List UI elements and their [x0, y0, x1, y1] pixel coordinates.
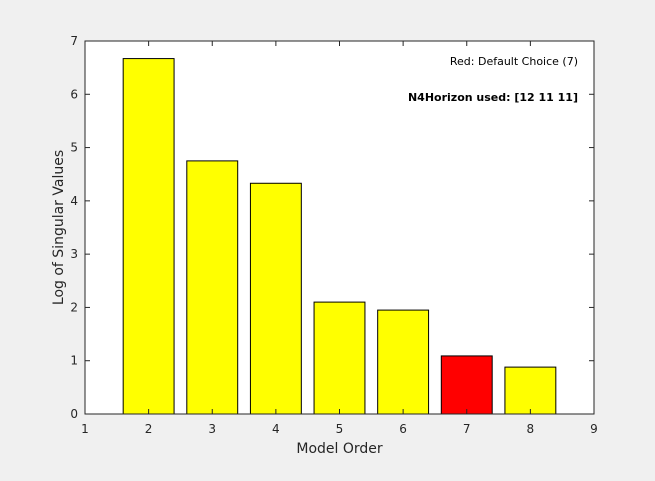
- bar-order-5: [313, 301, 366, 415]
- y-tick-label: 7: [70, 34, 78, 48]
- default-choice-annotation: Red: Default Choice (7): [450, 55, 578, 68]
- horizon-annotation: N4Horizon used: [12 11 11]: [408, 91, 578, 104]
- x-axis-label: Model Order: [296, 441, 383, 457]
- y-tick-label: 2: [70, 300, 78, 314]
- x-tick-labels: 1 2 3 4 5 6 7 8 9: [81, 422, 598, 436]
- x-tick-label: 6: [399, 422, 407, 436]
- y-tick-label: 1: [70, 354, 78, 368]
- x-tick-label: 7: [463, 422, 471, 436]
- bar-order-6: [377, 309, 430, 415]
- x-tick-label: 2: [145, 422, 153, 436]
- y-tick-label: 0: [70, 407, 78, 421]
- x-tick-label: 3: [208, 422, 216, 436]
- bar-order-8: [504, 366, 557, 415]
- bar-order-4: [249, 182, 302, 415]
- x-tick-label: 8: [527, 422, 535, 436]
- bar-order-7: [440, 355, 493, 415]
- x-tick-label: 1: [81, 422, 89, 436]
- y-tick-label: 6: [70, 87, 78, 101]
- bar-order-2: [122, 58, 175, 415]
- axes-frame: [84, 40, 595, 415]
- x-tick-label: 5: [336, 422, 344, 436]
- bar-order-3: [186, 160, 239, 415]
- y-tick-label: 5: [70, 141, 78, 155]
- y-tick-labels: 0 1 2 3 4 5 6 7: [70, 34, 78, 421]
- bars-group: [122, 58, 557, 415]
- y-axis-label: Log of Singular Values: [51, 150, 67, 305]
- y-tick-label: 4: [70, 194, 78, 208]
- x-tick-label: 9: [590, 422, 598, 436]
- x-tick-label: 4: [272, 422, 280, 436]
- y-tick-label: 3: [70, 247, 78, 261]
